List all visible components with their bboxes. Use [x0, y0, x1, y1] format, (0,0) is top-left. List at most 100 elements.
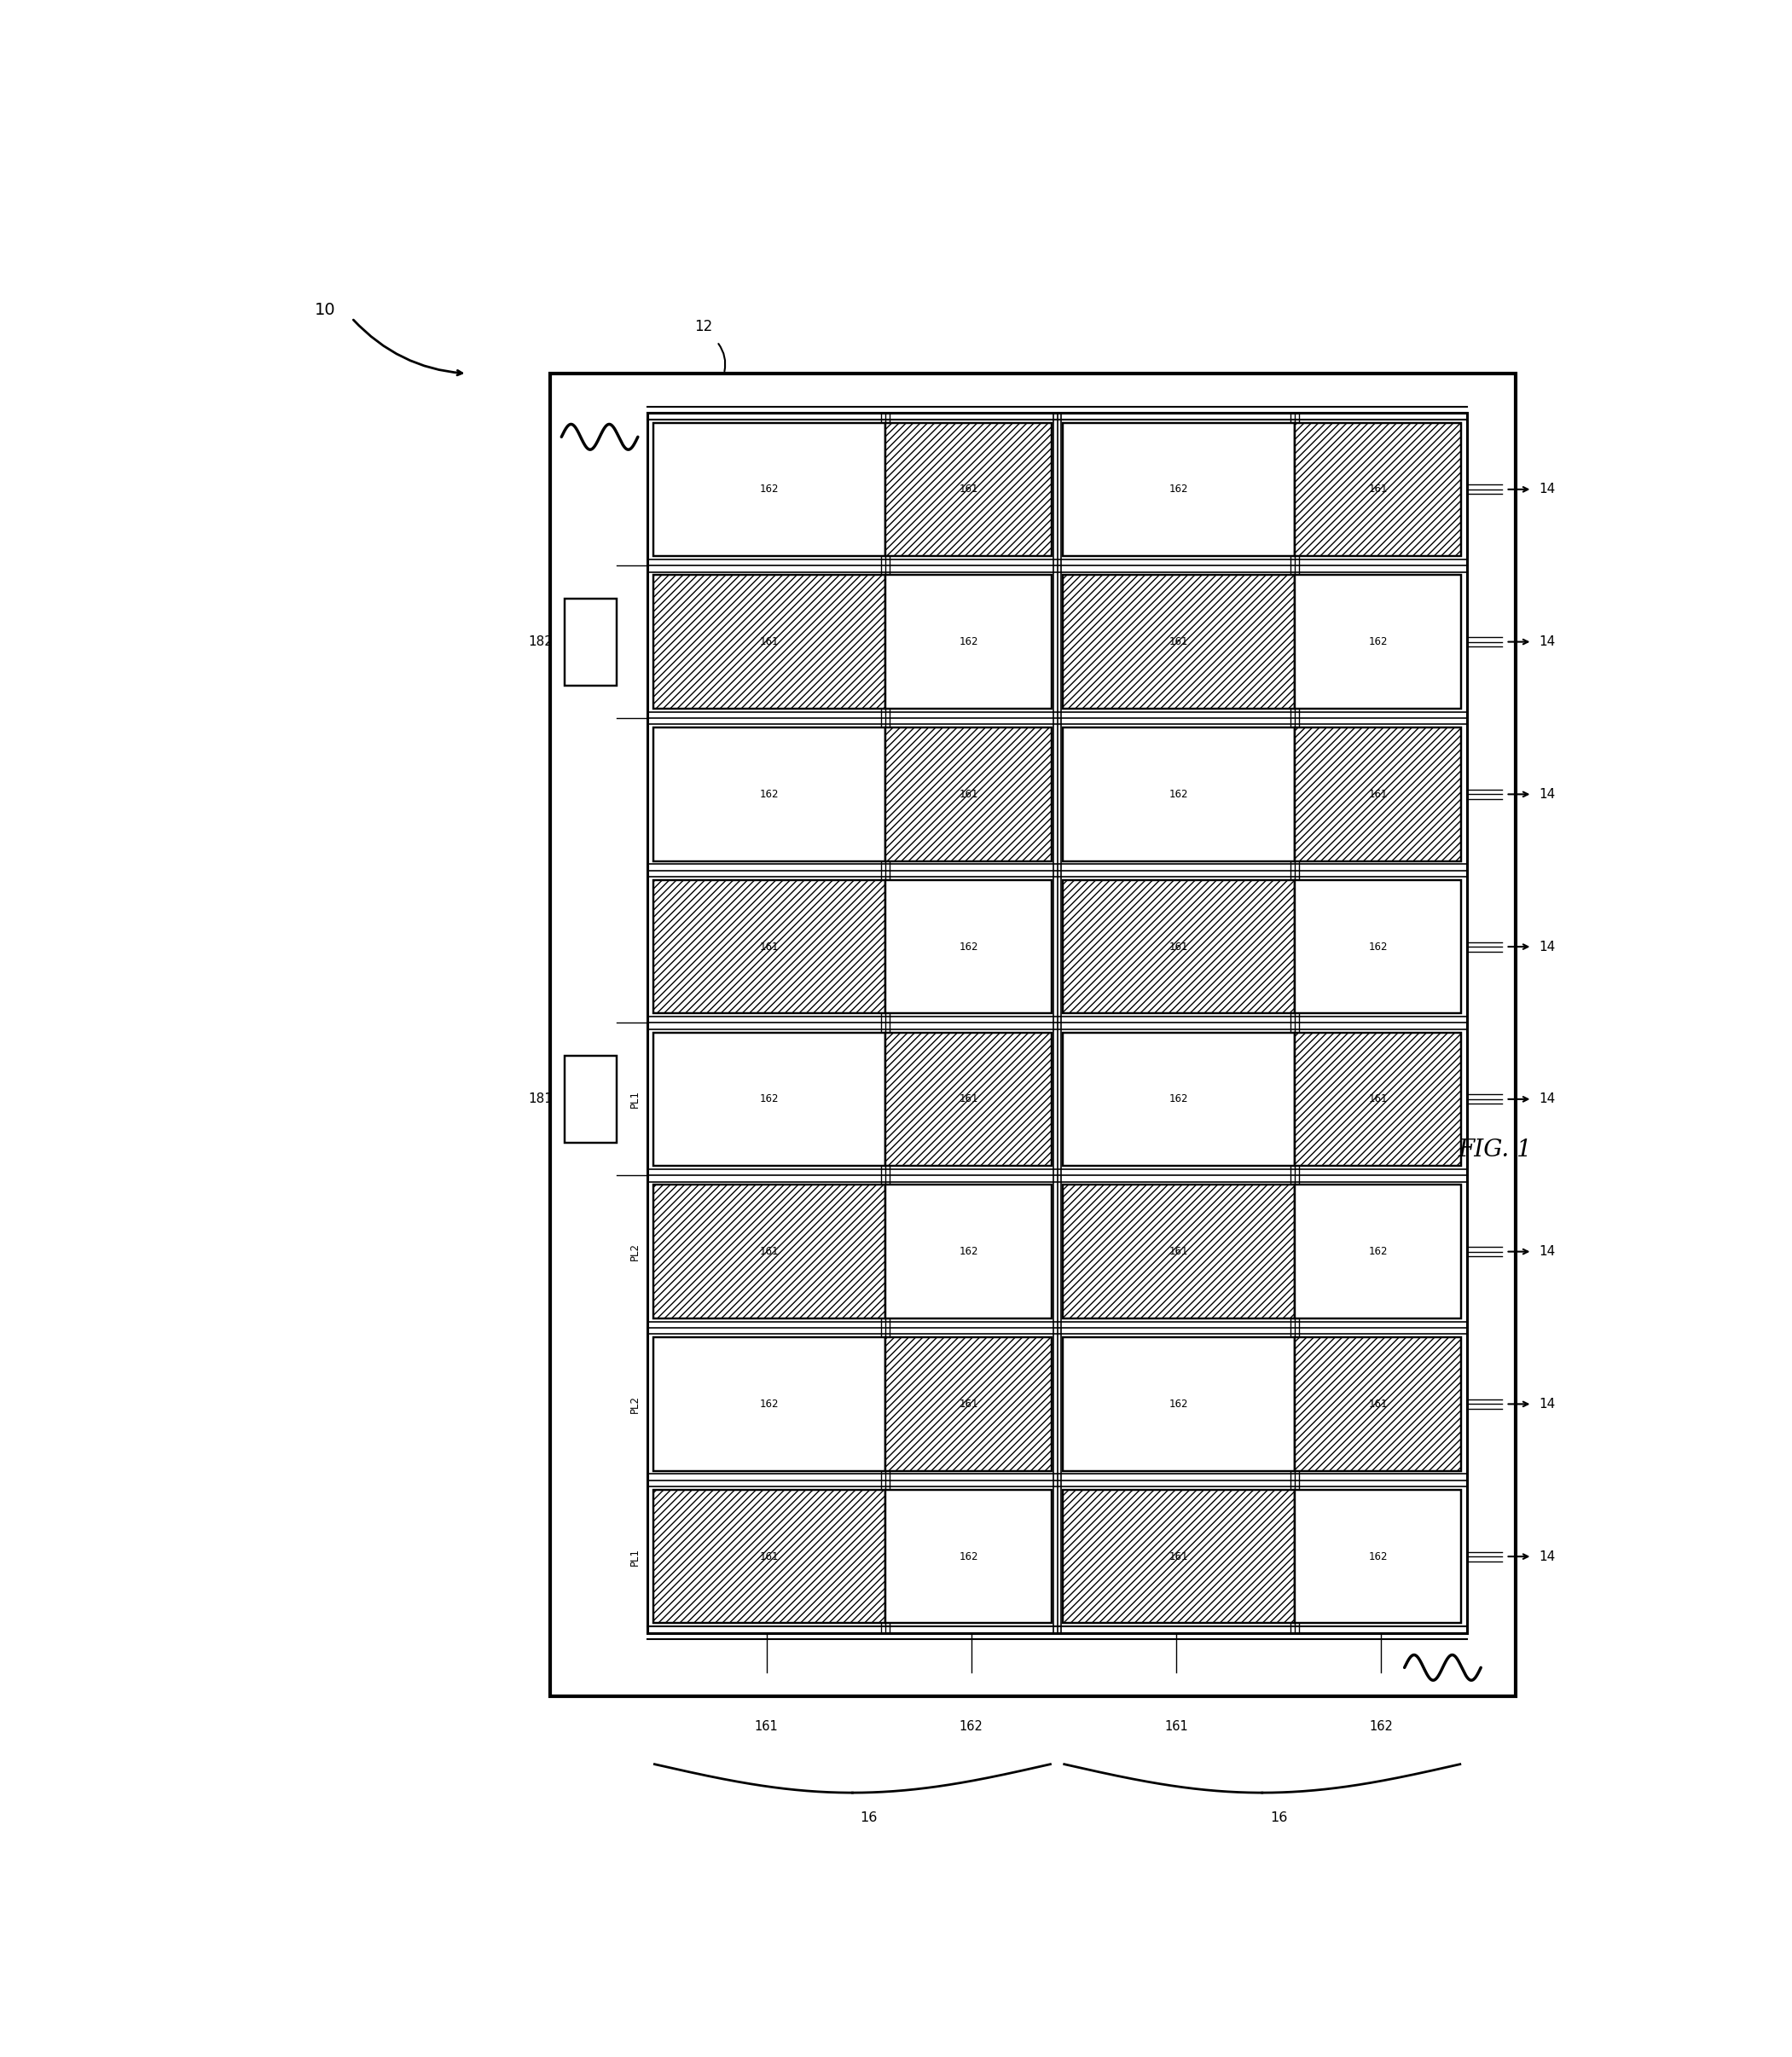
Text: 162: 162	[1369, 1720, 1392, 1732]
Bar	[1063, 576, 1296, 708]
Bar	[1063, 1185, 1296, 1319]
Bar	[885, 728, 1052, 862]
Bar	[885, 1033, 1052, 1166]
Text: 161: 161	[959, 1094, 978, 1105]
Bar	[1296, 1337, 1462, 1471]
Text: 161: 161	[1369, 1399, 1387, 1409]
Bar	[652, 1033, 885, 1166]
Text: 14: 14	[1539, 1092, 1555, 1105]
Text: 162: 162	[1168, 788, 1188, 800]
Text: PL1: PL1	[629, 1090, 642, 1109]
Text: 16: 16	[860, 1812, 878, 1825]
Bar	[652, 1185, 885, 1319]
Text: 161: 161	[1369, 788, 1387, 800]
Text: 161: 161	[959, 1399, 978, 1409]
Bar	[1063, 1033, 1296, 1166]
Text: 10: 10	[314, 302, 335, 319]
Text: 161: 161	[760, 1247, 780, 1257]
Bar	[652, 422, 885, 555]
Bar	[1063, 880, 1296, 1014]
Bar	[1063, 1489, 1296, 1623]
Bar	[1063, 728, 1296, 862]
Bar	[1296, 1033, 1462, 1166]
Text: 14: 14	[1539, 788, 1555, 800]
Text: 161: 161	[1168, 1551, 1188, 1561]
Text: 16: 16	[1271, 1812, 1287, 1825]
Text: 162: 162	[1168, 483, 1188, 496]
Bar	[885, 1337, 1052, 1471]
Text: 161: 161	[1168, 942, 1188, 952]
Text: 14: 14	[1539, 1397, 1555, 1411]
Text: 161: 161	[1369, 1094, 1387, 1105]
Bar	[885, 422, 1052, 555]
Bar	[652, 728, 885, 862]
Text: 162: 162	[959, 942, 978, 952]
Bar	[550, 374, 1516, 1697]
Text: 161: 161	[1369, 483, 1387, 496]
Text: 162: 162	[760, 483, 780, 496]
Bar	[1063, 1337, 1296, 1471]
Text: 162: 162	[959, 1551, 978, 1561]
Bar	[652, 1489, 885, 1623]
Text: 162: 162	[1369, 942, 1387, 952]
Bar	[1063, 1185, 1296, 1319]
Text: 161: 161	[1165, 1720, 1188, 1732]
Bar	[885, 1489, 1052, 1623]
Bar	[652, 1337, 885, 1471]
Text: PL1: PL1	[629, 1547, 642, 1565]
Text: 161: 161	[754, 1720, 778, 1732]
Bar	[652, 576, 885, 708]
Text: 162: 162	[959, 636, 978, 648]
Text: 162: 162	[1369, 1551, 1387, 1561]
Text: 162: 162	[760, 1094, 780, 1105]
Bar	[564, 599, 616, 685]
Text: 181: 181	[529, 1092, 554, 1105]
Bar	[885, 576, 1052, 708]
Text: 161: 161	[1168, 1247, 1188, 1257]
Bar	[1063, 576, 1296, 708]
Bar	[885, 1185, 1052, 1319]
Bar	[1063, 880, 1296, 1014]
Bar	[1063, 1489, 1296, 1623]
Bar	[652, 880, 885, 1014]
Text: 14: 14	[1539, 940, 1555, 952]
Bar	[1296, 728, 1462, 862]
Text: 162: 162	[1168, 1399, 1188, 1409]
Bar	[885, 1337, 1052, 1471]
Text: 161: 161	[760, 636, 780, 648]
Bar	[1063, 422, 1296, 555]
Bar	[1296, 576, 1462, 708]
Text: 14: 14	[1539, 636, 1555, 648]
Bar	[1296, 422, 1462, 555]
Text: 161: 161	[760, 1551, 780, 1561]
Bar	[652, 576, 885, 708]
Text: 162: 162	[1369, 1247, 1387, 1257]
Text: 162: 162	[1369, 636, 1387, 648]
Text: 161: 161	[1168, 636, 1188, 648]
Bar	[885, 728, 1052, 862]
Bar	[885, 1033, 1052, 1166]
Bar	[652, 1489, 885, 1623]
Text: 162: 162	[1168, 1094, 1188, 1105]
Bar	[1296, 1337, 1462, 1471]
Bar	[1296, 1489, 1462, 1623]
Text: 12: 12	[694, 319, 711, 333]
Text: 182: 182	[529, 636, 554, 648]
Bar	[1296, 880, 1462, 1014]
Text: 14: 14	[1539, 1244, 1555, 1259]
Text: 161: 161	[959, 483, 978, 496]
Bar	[1296, 1033, 1462, 1166]
Text: PL2: PL2	[629, 1242, 642, 1261]
Text: 14: 14	[1539, 1551, 1555, 1563]
Text: 162: 162	[760, 788, 780, 800]
Text: PL2: PL2	[629, 1395, 642, 1413]
Text: 161: 161	[959, 788, 978, 800]
Bar	[1296, 422, 1462, 555]
Bar	[885, 422, 1052, 555]
Bar	[652, 1185, 885, 1319]
Text: 162: 162	[959, 1720, 984, 1732]
Text: 162: 162	[959, 1247, 978, 1257]
Bar	[885, 880, 1052, 1014]
Text: 162: 162	[760, 1399, 780, 1409]
Bar	[1296, 728, 1462, 862]
